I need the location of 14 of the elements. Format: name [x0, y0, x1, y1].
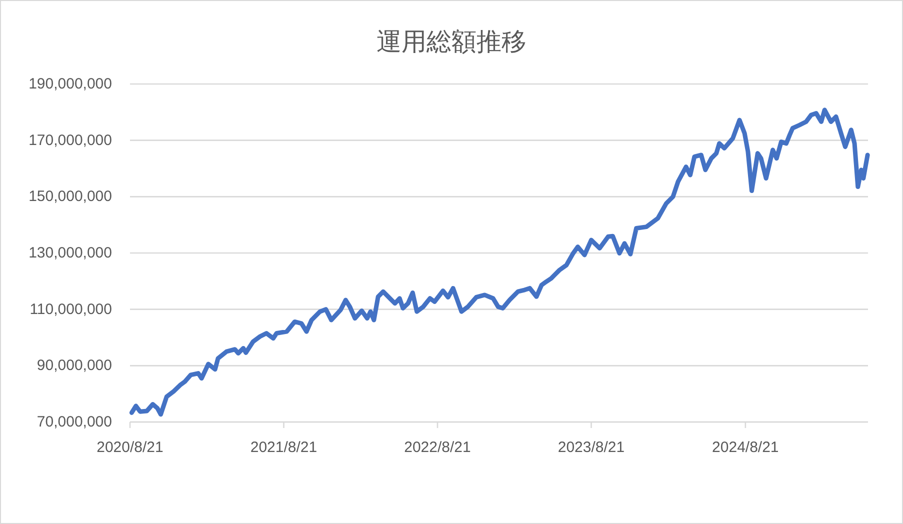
y-tick-label: 90,000,000: [36, 357, 112, 374]
x-tick-label: 2022/8/21: [404, 439, 471, 456]
y-tick-label: 130,000,000: [28, 244, 112, 262]
x-tick-label: 2020/8/21: [96, 439, 164, 456]
chart-title: 運用総額推移: [376, 28, 526, 56]
y-tick-label: 170,000,000: [28, 132, 112, 149]
x-tick-label: 2024/8/21: [712, 439, 779, 456]
x-tick-label: 2023/8/21: [558, 439, 625, 456]
line-series: [129, 108, 870, 417]
y-tick-label: 190,000,000: [28, 76, 112, 92]
x-tick-label: 2021/8/21: [250, 439, 318, 456]
y-tick-label: 110,000,000: [30, 300, 112, 318]
y-tick-label: 70,000,000: [36, 414, 112, 430]
y-tick-label: 150,000,000: [28, 188, 112, 206]
